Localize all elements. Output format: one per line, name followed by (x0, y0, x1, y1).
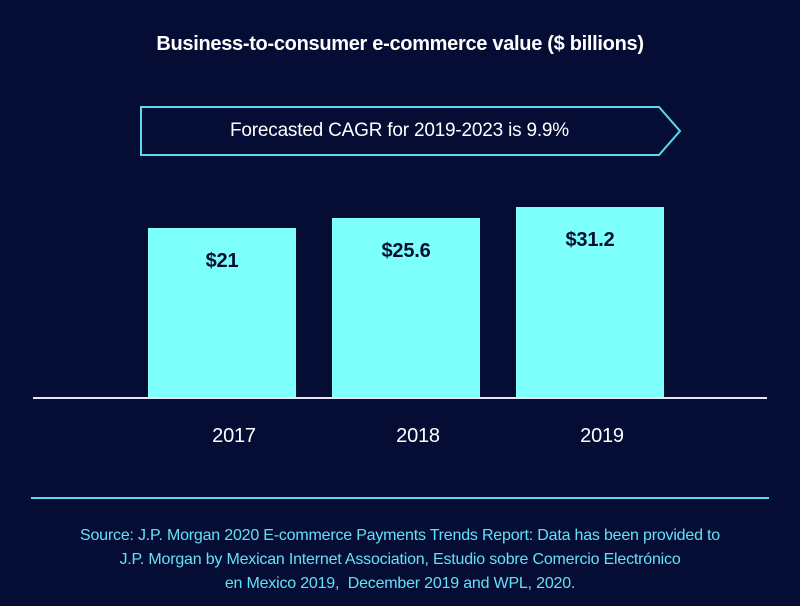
bar-value-2017: $21 (205, 250, 239, 272)
cagr-banner-label: Forecasted CAGR for 2019-2023 is 9.9% (230, 120, 569, 141)
footer-divider (31, 497, 769, 499)
x-axis-line (33, 397, 767, 399)
cagr-banner: Forecasted CAGR for 2019-2023 is 9.9% (140, 106, 682, 156)
x-axis-label-2017: 2017 (212, 425, 256, 447)
bar-2017: $21 (148, 228, 296, 398)
source-line-1: Source: J.P. Morgan 2020 E-commerce Paym… (80, 527, 720, 544)
bar-2019: $31.2 (516, 207, 664, 398)
chart-title: Business-to-consumer e-commerce value ($… (156, 33, 644, 55)
source-line-3: en Mexico 2019, December 2019 and WPL, 2… (224, 575, 576, 592)
bar-value-2018: $25.6 (381, 240, 431, 262)
x-axis-label-2018: 2018 (396, 425, 440, 447)
source-attribution: Source: J.P. Morgan 2020 E-commerce Paym… (0, 524, 800, 596)
x-axis-label-2019: 2019 (580, 425, 624, 447)
bar-2018: $25.6 (332, 218, 480, 398)
bar-value-2019: $31.2 (565, 229, 615, 251)
banner-arrow-outline-icon (140, 106, 682, 156)
source-line-2: J.P. Morgan by Mexican Internet Associat… (119, 551, 681, 568)
